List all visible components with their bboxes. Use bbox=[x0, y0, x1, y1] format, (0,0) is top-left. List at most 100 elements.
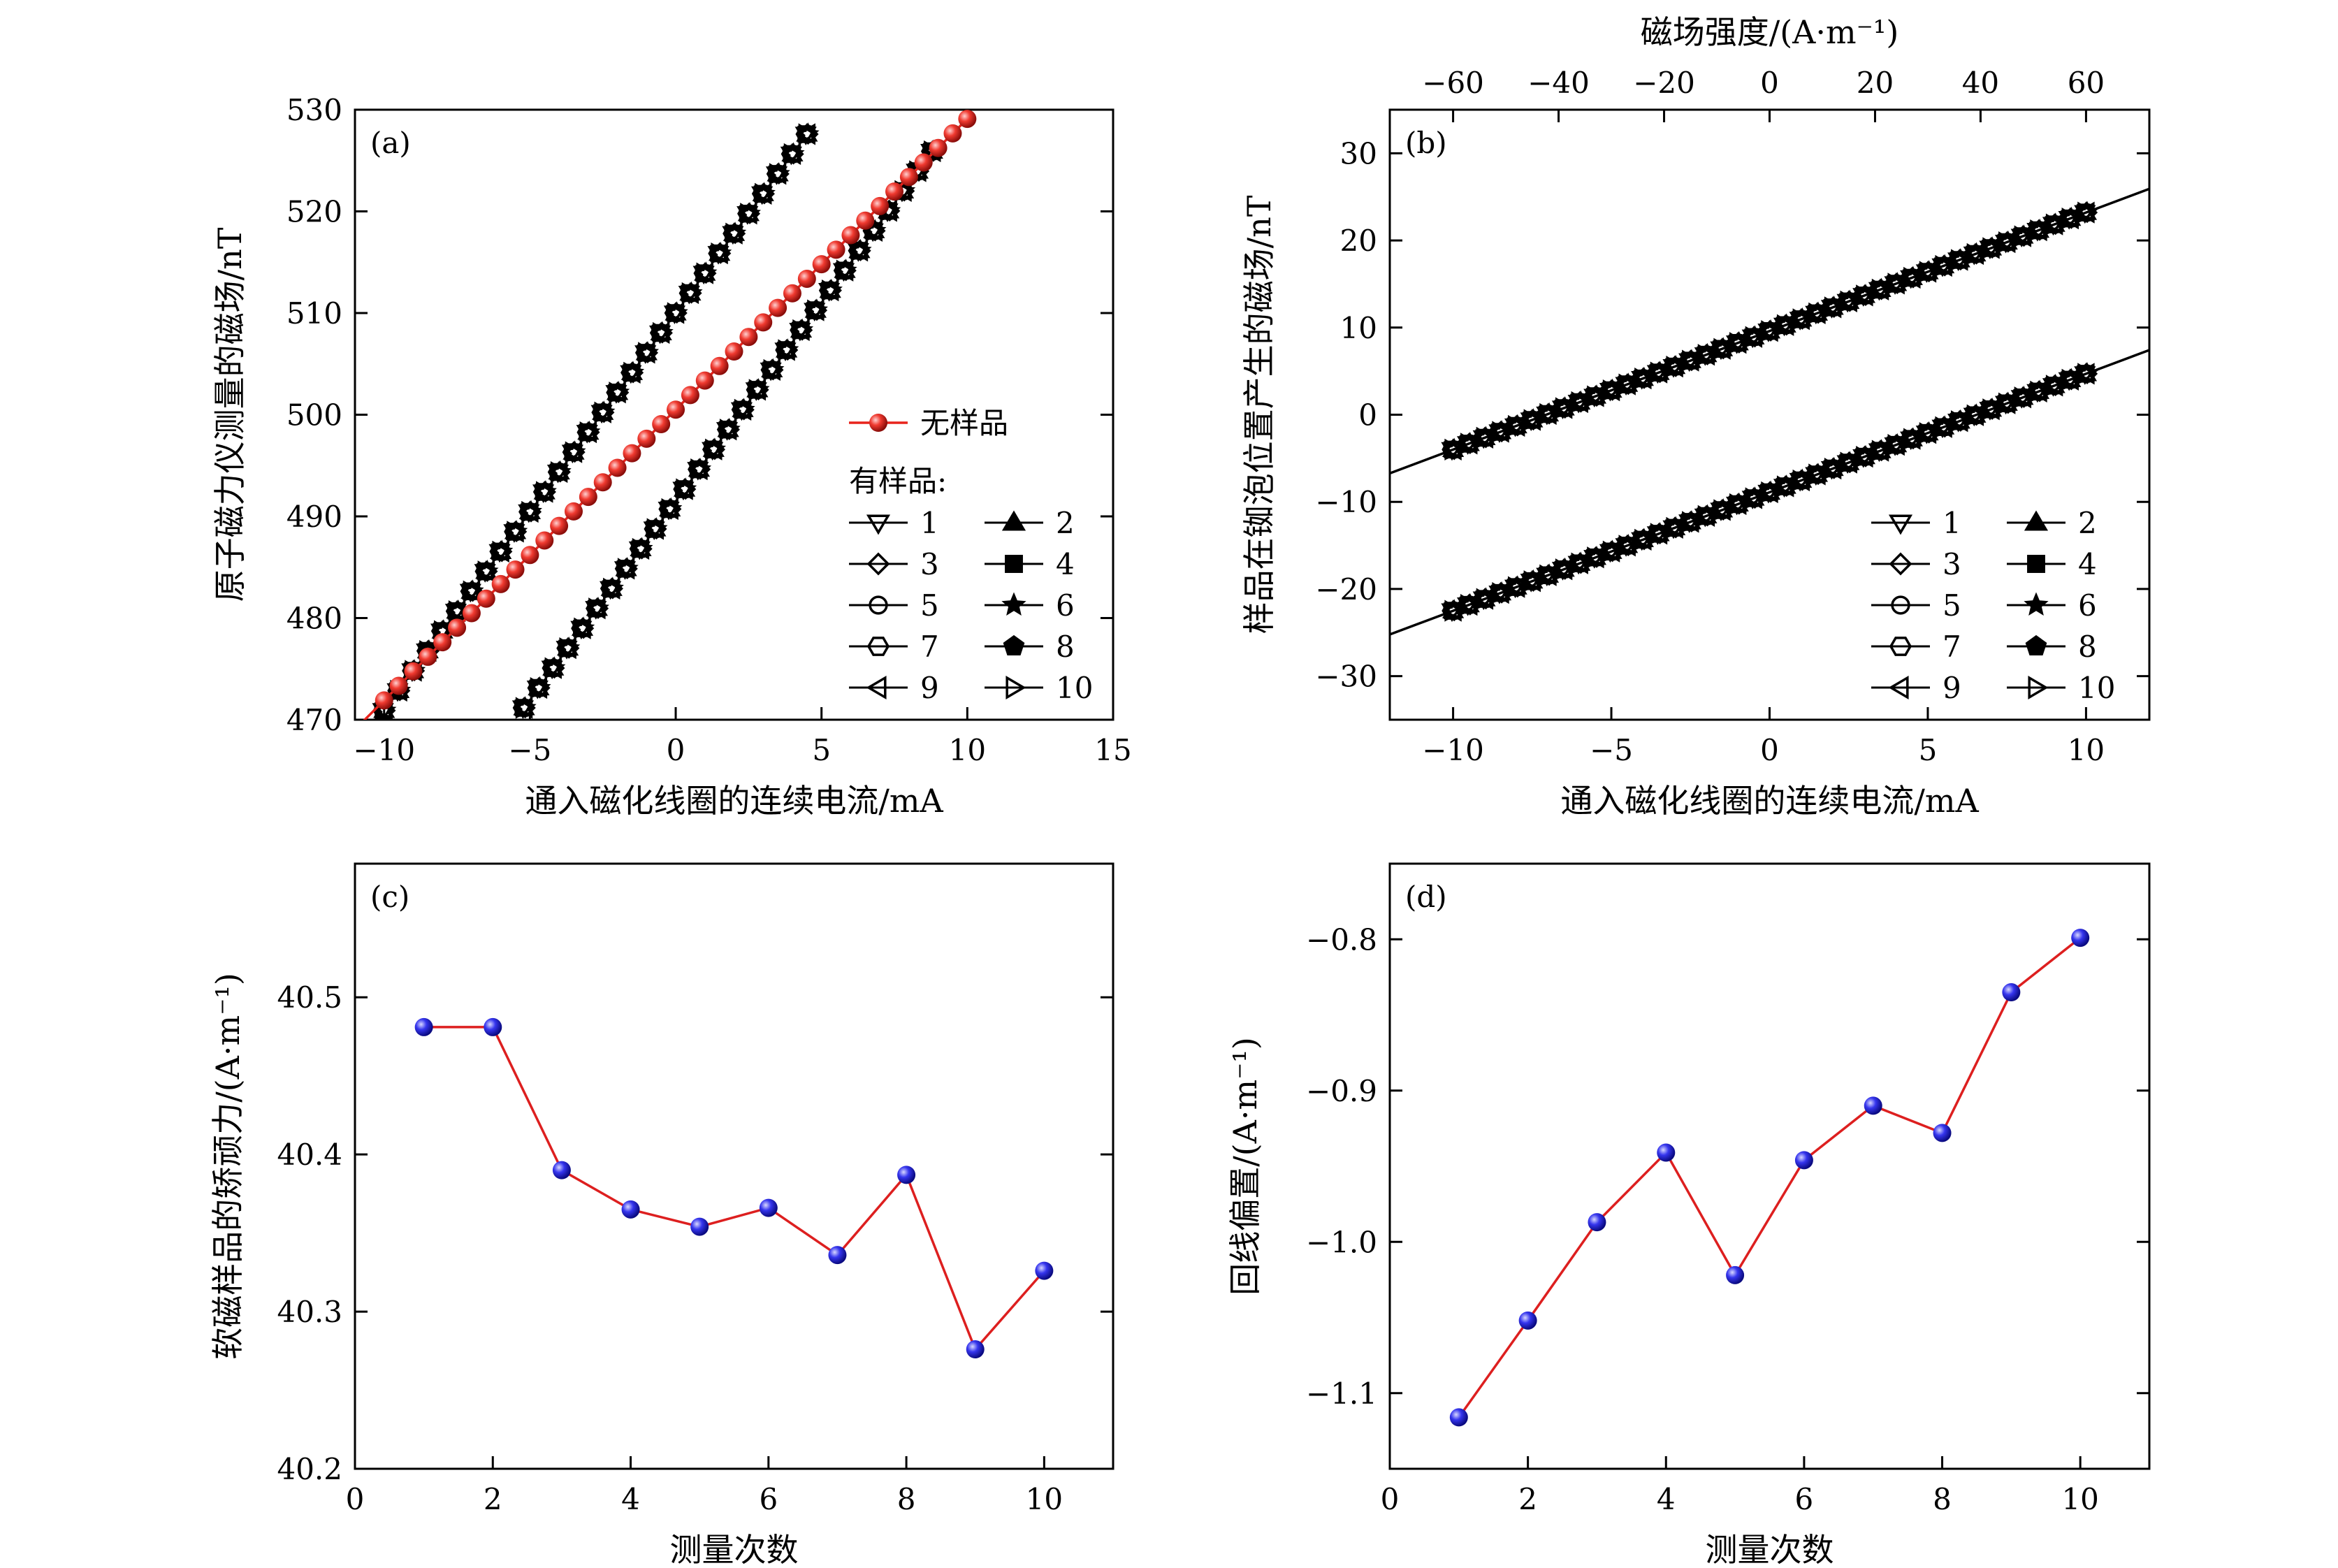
data-point-right bbox=[1666, 516, 1685, 539]
data-point-cluster bbox=[658, 497, 683, 521]
data-point-right bbox=[579, 421, 599, 444]
data-point-right bbox=[1982, 398, 2001, 421]
data-point-right bbox=[1824, 296, 1843, 319]
data-point-right bbox=[507, 521, 525, 543]
data-point-right bbox=[632, 537, 651, 560]
data-point-no-sample bbox=[535, 531, 554, 550]
x-axis-label: 通入磁化线圈的连续电流/mA bbox=[1560, 782, 1979, 820]
legend-marker-pentagon bbox=[1003, 634, 1025, 656]
data-point-right bbox=[2077, 363, 2096, 385]
data-point-right bbox=[1697, 344, 1717, 366]
data-point-right bbox=[2014, 225, 2033, 247]
data-point-right bbox=[1666, 356, 1685, 378]
data-point-no-sample bbox=[667, 400, 685, 419]
data-point-no-sample bbox=[769, 298, 787, 317]
data-point-right bbox=[1555, 397, 1574, 419]
x-tick-label: 6 bbox=[1795, 1482, 1814, 1516]
data-point-cluster bbox=[590, 400, 616, 424]
data-point-right bbox=[1745, 326, 1764, 348]
data-point bbox=[1449, 1408, 1468, 1427]
top-x-axis-label: 磁场强度/(A·m⁻¹) bbox=[1641, 13, 1899, 51]
data-point-cluster bbox=[678, 281, 703, 305]
data-point-right bbox=[865, 219, 885, 242]
data-point-no-sample bbox=[506, 560, 525, 579]
x-tick-label: 6 bbox=[759, 1482, 778, 1516]
legend-marker-right bbox=[2028, 675, 2049, 700]
data-point bbox=[484, 1017, 502, 1036]
data-point bbox=[1657, 1143, 1676, 1162]
data-point-cluster bbox=[1520, 569, 1545, 593]
data-point-right bbox=[559, 637, 578, 660]
data-point-right bbox=[1492, 421, 1511, 443]
data-point-cluster bbox=[722, 222, 747, 245]
data-point-right bbox=[463, 580, 482, 602]
top-x-tick-label: 0 bbox=[1760, 66, 1779, 100]
legend-label: 2 bbox=[2078, 506, 2097, 540]
data-point-right bbox=[719, 419, 739, 441]
data-point-cluster bbox=[702, 437, 727, 461]
data-point-no-sample bbox=[419, 647, 437, 666]
legend-label: 5 bbox=[920, 588, 939, 623]
data-point-right bbox=[1745, 487, 1764, 509]
data-point-right bbox=[492, 540, 511, 562]
legend-title-with-sample: 有样品: bbox=[849, 464, 947, 498]
data-point-cluster bbox=[692, 261, 718, 285]
legend-marker-right bbox=[1005, 675, 1026, 700]
plot-frame bbox=[354, 862, 1114, 1470]
data-point-no-sample bbox=[491, 574, 510, 593]
legend-marker-square bbox=[2027, 555, 2045, 573]
legend-marker-left bbox=[1888, 675, 1909, 700]
data-point bbox=[1588, 1213, 1606, 1232]
data-point bbox=[1933, 1124, 1952, 1142]
data-point-right bbox=[1903, 428, 1922, 450]
data-point-no-sample bbox=[448, 618, 467, 637]
data-point-right bbox=[1713, 499, 1732, 521]
panel-label: (a) bbox=[370, 126, 411, 160]
data-point-right bbox=[1444, 600, 1463, 622]
data-point-cluster bbox=[1457, 431, 1481, 455]
data-point-cluster bbox=[600, 576, 624, 600]
data-point-right bbox=[2014, 386, 2033, 409]
y-tick-label: 510 bbox=[286, 296, 342, 331]
data-point-right bbox=[1871, 278, 1891, 301]
data-point-right bbox=[544, 657, 564, 679]
data-point-right bbox=[1871, 440, 1891, 462]
data-point-right bbox=[617, 558, 637, 580]
data-point-right bbox=[1650, 361, 1669, 384]
data-point-no-sample bbox=[433, 633, 452, 652]
data-point-no-sample bbox=[477, 589, 495, 608]
plot-area bbox=[1390, 187, 2149, 636]
data-point-cluster bbox=[628, 537, 653, 560]
data-point bbox=[414, 1017, 433, 1036]
data-point-right bbox=[1856, 284, 1875, 307]
data-point-cluster bbox=[707, 241, 732, 265]
data-point-right bbox=[1792, 469, 1812, 492]
y-tick-label: 530 bbox=[286, 93, 342, 127]
data-point bbox=[690, 1217, 709, 1236]
legend-marker-star bbox=[2024, 592, 2049, 616]
data-point-no-sample bbox=[681, 386, 699, 405]
data-point-cluster bbox=[634, 340, 660, 364]
data-point-right bbox=[1776, 475, 1796, 498]
data-point bbox=[621, 1200, 640, 1219]
data-point-right bbox=[1587, 385, 1606, 407]
y-axis-label: 样品在铷泡位置产生的磁场/nT bbox=[1240, 195, 1278, 634]
data-point bbox=[966, 1340, 985, 1359]
data-point-cluster bbox=[620, 361, 645, 384]
data-point-right bbox=[1476, 588, 1495, 610]
data-point-cluster bbox=[546, 460, 572, 484]
data-point-cluster bbox=[503, 519, 528, 543]
data-point-right bbox=[1634, 367, 1653, 390]
y-tick-label: 20 bbox=[1340, 224, 1377, 258]
x-tick-label: 4 bbox=[1657, 1482, 1676, 1516]
data-point-right bbox=[2045, 375, 2065, 397]
data-point-cluster bbox=[745, 378, 770, 401]
y-tick-label: 40.5 bbox=[277, 980, 342, 1015]
data-point-no-sample bbox=[739, 328, 758, 347]
data-point-no-sample bbox=[754, 313, 773, 332]
data-point-right bbox=[822, 280, 841, 302]
legend-marker-circle bbox=[1891, 595, 1910, 615]
data-point-no-sample bbox=[623, 444, 641, 463]
data-point-right bbox=[778, 339, 797, 361]
y-tick-label: 40.4 bbox=[277, 1138, 342, 1172]
